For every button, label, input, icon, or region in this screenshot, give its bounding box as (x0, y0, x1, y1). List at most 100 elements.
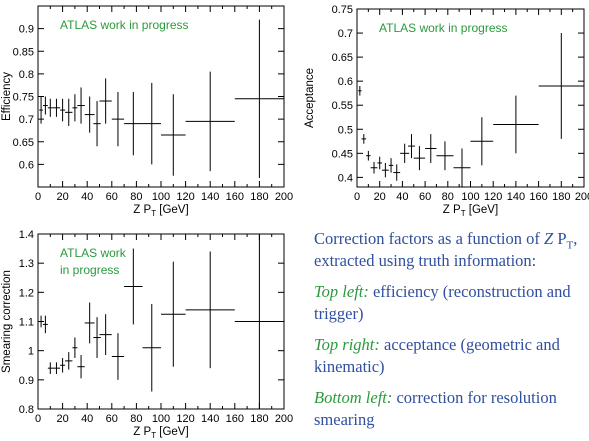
x-tick-label: 20 (374, 191, 386, 203)
annotation-label: in progress (60, 263, 119, 277)
x-tick-label: 40 (81, 413, 93, 425)
x-tick-label: 100 (152, 191, 170, 203)
x-axis-label: Z PT [GeV] (133, 426, 188, 440)
data-point (453, 148, 471, 187)
data-point (47, 98, 53, 117)
y-tick-label: 0.6 (338, 76, 353, 88)
data-point (388, 158, 394, 173)
x-axis-label-sub: T (151, 431, 156, 440)
y-tick-label: 0.8 (19, 404, 34, 416)
data-point (52, 362, 61, 374)
data-point (377, 156, 382, 170)
x-axis-label: Z PT [GeV] (443, 204, 498, 218)
x-axis-label-sub: T (461, 209, 466, 218)
x-tick-label: 140 (201, 413, 219, 425)
x-axis-label-sub: T (151, 209, 156, 218)
data-point (538, 33, 584, 139)
x-tick-label: 100 (152, 413, 170, 425)
y-tick-label: 1.3 (19, 258, 34, 270)
x-tick-label: 140 (507, 191, 525, 203)
data-point (470, 117, 494, 166)
x-axis-label-unit: [GeV] (156, 426, 189, 438)
y-tick-label: 0.5 (338, 124, 353, 136)
acceptance-chart: 0 20 40 60 80 100 120 140 160 180 200 0.4 0.45 0.5 0.5… (304, 4, 589, 218)
data-point (393, 164, 401, 181)
data-point (84, 96, 95, 133)
data-point (93, 317, 101, 358)
data-point (77, 355, 85, 379)
data-point (47, 362, 53, 374)
data-point (77, 87, 85, 124)
data-point (111, 91, 125, 147)
data-point (161, 94, 186, 176)
y-axis-label: Smearing correction (1, 270, 13, 373)
y-tick-label: 0.7 (338, 28, 353, 40)
data-point (65, 352, 73, 370)
x-axis-label-unit: [GeV] (466, 204, 499, 216)
description-item-top-right: Top right: acceptance (geometric and kin… (314, 335, 560, 376)
y-tick-label: 0.65 (332, 52, 353, 64)
data-point (39, 96, 43, 124)
data-point (370, 161, 378, 174)
data-point (361, 134, 367, 144)
data-point (52, 98, 61, 117)
description-intro: Correction factors as a function of Z PT… (314, 229, 578, 270)
description-panel: Correction factors as a function of Z PT… (314, 228, 586, 440)
x-tick-label: 200 (275, 191, 293, 203)
annotation-label: ATLAS work in progress (60, 18, 189, 32)
data-point (42, 315, 48, 334)
x-tick-label: 60 (419, 191, 431, 203)
data-point (39, 315, 43, 328)
x-tick-label: 200 (275, 413, 293, 425)
y-tick-label: 0.6 (19, 159, 34, 171)
smearing-chart: 0 20 40 60 80 100 120 140 160 180 200 0.8 0.9 1 1.1 1.2… (1, 229, 293, 440)
y-tick-label: 1 (28, 346, 34, 358)
x-tick-label: 60 (106, 191, 118, 203)
data-point (185, 71, 235, 172)
x-tick-label: 80 (442, 191, 454, 203)
y-axis-label: Efficiency (1, 72, 13, 121)
data-point (60, 98, 66, 122)
x-tick-label: 40 (81, 191, 93, 203)
y-tick-label: 1.4 (19, 229, 34, 241)
x-tick-label: 200 (575, 191, 589, 203)
x-tick-label: 160 (226, 191, 244, 203)
data-point (93, 101, 101, 147)
x-tick-label: 60 (106, 413, 118, 425)
y-tick-label: 0.8 (19, 69, 34, 81)
x-tick-label: 120 (176, 413, 194, 425)
data-point (72, 94, 78, 122)
x-tick-label: 0 (354, 191, 360, 203)
data-point (60, 357, 66, 373)
data-point (408, 134, 415, 159)
x-tick-label: 80 (130, 413, 142, 425)
description-item-bottom-left: Bottom left: correction for resolution s… (314, 388, 557, 429)
y-tick-label: 0.45 (332, 148, 353, 160)
y-tick-label: 1.1 (19, 317, 34, 329)
x-axis-label-main: Z P (133, 204, 151, 216)
x-tick-label: 20 (56, 191, 68, 203)
x-axis-label-main: Z P (133, 426, 151, 438)
x-tick-label: 0 (35, 191, 41, 203)
x-tick-label: 120 (484, 191, 502, 203)
y-axis-label: Acceptance (304, 68, 316, 128)
annotation-label: ATLAS work (60, 246, 127, 260)
efficiency-chart: 0 20 40 60 80 100 120 140 160 180 200 0.6 0.65 0.7 0.7… (1, 5, 293, 218)
data-point (366, 150, 371, 161)
data-point (400, 143, 410, 163)
data-point (425, 134, 437, 163)
data-point (65, 98, 73, 126)
data-point (161, 261, 186, 367)
data-point (142, 304, 161, 392)
y-tick-label: 1.2 (19, 287, 34, 299)
data-point (185, 251, 235, 369)
data-point (142, 82, 161, 165)
x-tick-label: 80 (130, 191, 142, 203)
x-axis-label: Z PT [GeV] (133, 204, 188, 218)
x-tick-label: 180 (250, 413, 268, 425)
data-point (413, 146, 426, 171)
data-point (358, 85, 362, 96)
x-tick-label: 100 (461, 191, 479, 203)
x-tick-label: 20 (56, 413, 68, 425)
data-point (493, 95, 539, 154)
